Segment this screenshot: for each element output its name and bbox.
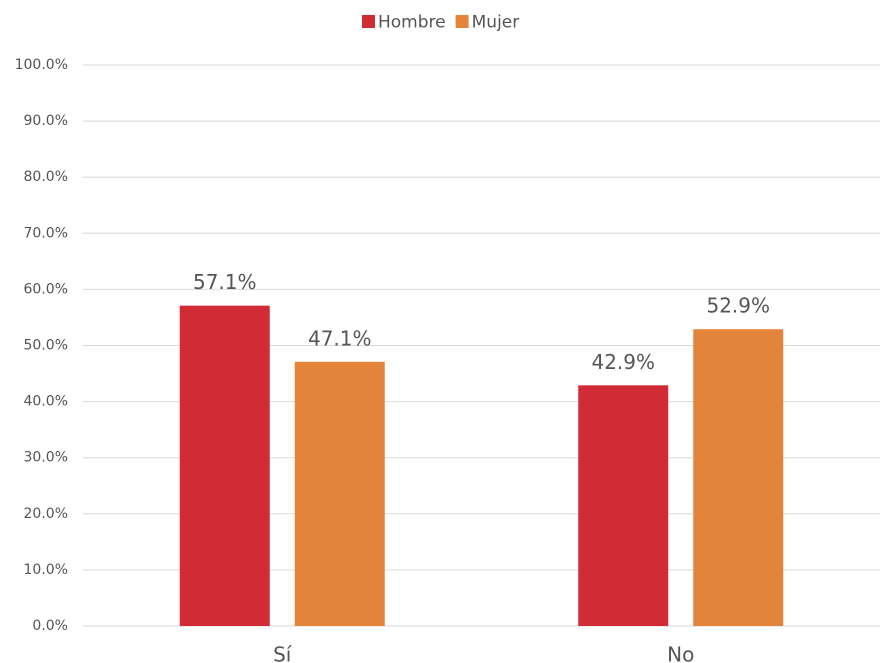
y-tick-label: 100.0% xyxy=(15,57,68,73)
data-label: 52.9% xyxy=(706,294,770,318)
legend-swatch xyxy=(455,15,469,28)
y-tick-label: 80.0% xyxy=(24,169,68,185)
bar xyxy=(294,361,385,626)
bar xyxy=(693,329,784,626)
y-tick-label: 50.0% xyxy=(24,338,68,354)
y-tick-label: 20.0% xyxy=(24,506,68,522)
bar xyxy=(179,305,270,626)
legend-swatch xyxy=(362,15,375,28)
y-tick-label: 90.0% xyxy=(24,113,68,129)
y-tick-label: 0.0% xyxy=(32,618,68,634)
y-tick-label: 60.0% xyxy=(24,281,68,297)
x-tick-label: No xyxy=(667,643,694,663)
bar xyxy=(578,385,669,626)
x-tick-label: Sí xyxy=(273,643,293,663)
legend-label: Hombre xyxy=(378,13,446,33)
legend-label: Mujer xyxy=(472,13,520,33)
y-tick-label: 10.0% xyxy=(24,562,68,578)
y-tick-label: 40.0% xyxy=(24,394,68,410)
data-label: 42.9% xyxy=(591,350,655,374)
data-label: 57.1% xyxy=(193,270,257,294)
y-tick-label: 30.0% xyxy=(24,450,68,466)
y-tick-label: 70.0% xyxy=(24,225,68,241)
data-label: 47.1% xyxy=(308,326,372,350)
